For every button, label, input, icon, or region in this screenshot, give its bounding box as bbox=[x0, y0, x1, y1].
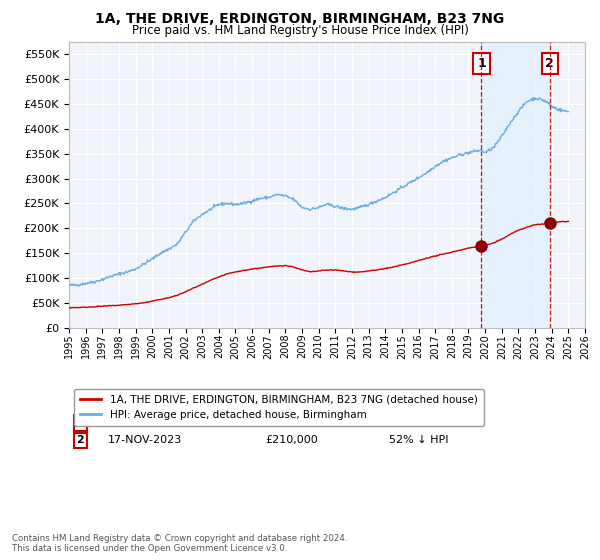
Text: £165,000: £165,000 bbox=[265, 418, 318, 428]
Text: Contains HM Land Registry data © Crown copyright and database right 2024.
This d: Contains HM Land Registry data © Crown c… bbox=[12, 534, 347, 553]
Text: 1: 1 bbox=[477, 57, 486, 70]
Text: 09-OCT-2019: 09-OCT-2019 bbox=[108, 418, 181, 428]
Text: Price paid vs. HM Land Registry's House Price Index (HPI): Price paid vs. HM Land Registry's House … bbox=[131, 24, 469, 37]
Text: 2: 2 bbox=[76, 436, 84, 445]
Legend: 1A, THE DRIVE, ERDINGTON, BIRMINGHAM, B23 7NG (detached house), HPI: Average pri: 1A, THE DRIVE, ERDINGTON, BIRMINGHAM, B2… bbox=[74, 389, 484, 426]
Text: 17-NOV-2023: 17-NOV-2023 bbox=[108, 436, 182, 445]
Text: 1: 1 bbox=[76, 418, 84, 428]
Bar bbox=[481, 42, 550, 328]
Text: 54% ↓ HPI: 54% ↓ HPI bbox=[389, 418, 448, 428]
Text: 52% ↓ HPI: 52% ↓ HPI bbox=[389, 436, 448, 445]
Text: 2: 2 bbox=[545, 57, 554, 70]
Text: 1A, THE DRIVE, ERDINGTON, BIRMINGHAM, B23 7NG: 1A, THE DRIVE, ERDINGTON, BIRMINGHAM, B2… bbox=[95, 12, 505, 26]
Text: £210,000: £210,000 bbox=[265, 436, 318, 445]
